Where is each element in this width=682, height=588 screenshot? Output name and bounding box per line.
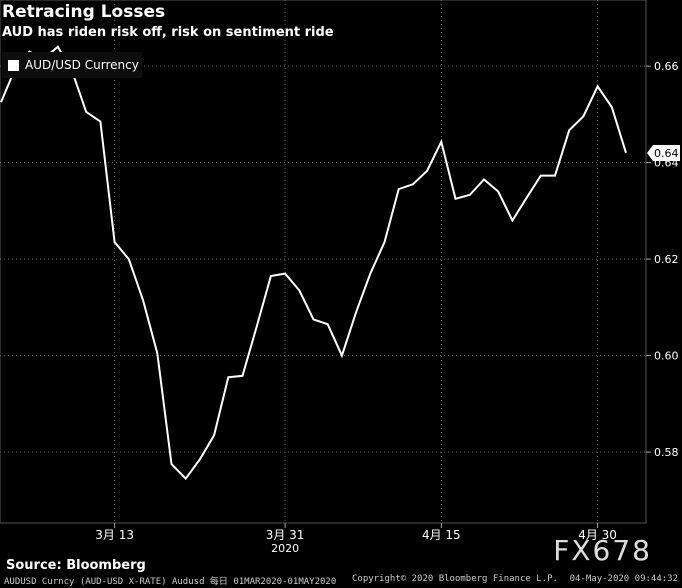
x-tick-label: 4月 30 xyxy=(578,528,617,542)
plot-frame xyxy=(0,0,647,524)
x-axis: 3月 13 3月 31 4月 15 4月 30 2020 xyxy=(95,523,617,555)
source-note: Source: Bloomberg xyxy=(6,558,146,573)
chart-subtitle: AUD has riden risk off, risk on sentimen… xyxy=(2,25,334,40)
y-tick-label: 0.66 xyxy=(654,60,679,73)
footer-ticker-info: AUDUSD Curncy (AUD-USD X-RATE) Audusd 每日… xyxy=(4,577,337,587)
legend: AUD/USD Currency xyxy=(2,52,142,78)
y-tick-label: 0.62 xyxy=(654,253,679,266)
watermark: FX678 xyxy=(553,534,652,567)
footer-timestamp: 04-May-2020 09:44:32 xyxy=(569,574,678,584)
series-line-audusd xyxy=(0,45,627,481)
x-tick-label: 4月 15 xyxy=(422,528,461,542)
legend-label: AUD/USD Currency xyxy=(25,58,139,72)
last-value-tag-shape xyxy=(647,144,680,161)
y-tick-label: 0.58 xyxy=(654,446,679,459)
legend-swatch xyxy=(8,59,19,71)
x-tick-label: 3月 13 xyxy=(95,528,134,542)
last-value-tag: 0.64 xyxy=(647,144,680,161)
grid-lines xyxy=(0,0,646,523)
x-year-label: 2020 xyxy=(271,542,299,555)
y-axis: 0.58 0.60 0.62 0.64 0.66 xyxy=(646,60,679,459)
chart-title: Retracing Losses xyxy=(2,2,166,22)
footer-copyright: Copyright© 2020 Bloomberg Finance L.P. xyxy=(352,574,558,584)
x-tick-label: 3月 31 xyxy=(266,528,305,542)
last-value-tag-label: 0.64 xyxy=(654,147,679,160)
y-tick-label: 0.60 xyxy=(654,350,679,363)
